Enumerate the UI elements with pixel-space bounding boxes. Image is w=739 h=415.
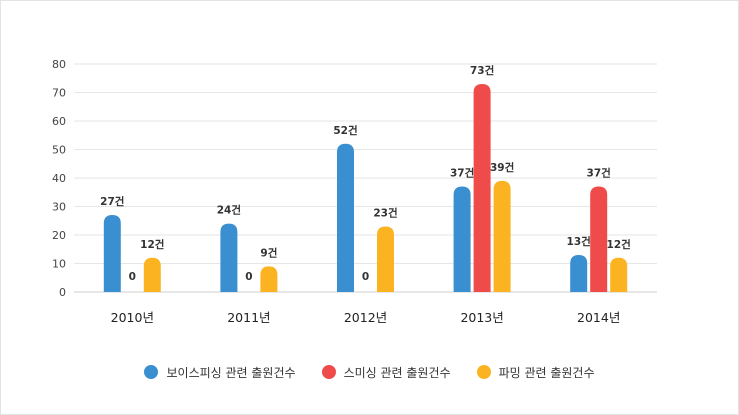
legend-label-pharming: 파밍 관련 출원건수 <box>498 365 595 380</box>
legend: 보이스피싱 관련 출원건수 스미싱 관련 출원건수 파밍 관련 출원건수 <box>0 360 739 384</box>
data-label: 0 <box>245 271 252 283</box>
x-tick-label: 2012년 <box>344 310 387 325</box>
data-label: 73건 <box>470 64 494 77</box>
x-tick-label: 2011년 <box>227 310 270 325</box>
y-tick-label: 40 <box>52 172 66 185</box>
legend-label-voice-phishing: 보이스피싱 관련 출원건수 <box>166 365 296 380</box>
legend-item-voice-phishing: 보이스피싱 관련 출원건수 <box>144 364 296 381</box>
x-tick-label: 2013년 <box>460 310 503 325</box>
data-label: 37건 <box>450 167 474 180</box>
x-tick-label: 2014년 <box>577 310 620 325</box>
data-label: 23건 <box>373 206 397 219</box>
legend-swatch-smishing <box>321 365 336 379</box>
y-tick-label: 10 <box>52 258 66 271</box>
bar <box>143 257 161 292</box>
data-label: 0 <box>362 271 369 283</box>
bar <box>377 226 394 292</box>
x-tick-label: 2010년 <box>111 310 154 325</box>
bar <box>103 215 121 292</box>
bar <box>493 180 511 292</box>
data-label: 39건 <box>490 161 514 174</box>
data-label: 9건 <box>260 246 277 259</box>
data-label: 24건 <box>217 204 241 217</box>
y-tick-label: 30 <box>52 201 66 214</box>
data-label: 12건 <box>140 238 164 251</box>
data-label: 37건 <box>587 167 611 180</box>
data-label: 12건 <box>607 238 631 251</box>
legend-swatch-pharming <box>476 365 491 379</box>
bar <box>337 143 354 292</box>
y-tick-label: 70 <box>52 87 66 100</box>
y-tick-label: 50 <box>52 144 66 157</box>
legend-item-smishing: 스미싱 관련 출원건수 <box>321 364 451 381</box>
bar <box>610 257 628 292</box>
y-tick-label: 20 <box>52 229 66 242</box>
data-label: 0 <box>129 271 136 283</box>
bar <box>220 223 238 292</box>
y-tick-label: 0 <box>59 286 66 299</box>
legend-item-pharming: 파밍 관련 출원건수 <box>476 364 595 381</box>
data-label: 52건 <box>333 124 357 137</box>
bar-chart: 0 10 20 30 40 50 60 70 80 27건 0 12건 2010년 24건 0 9건 2011년… <box>52 58 657 325</box>
bar <box>473 83 491 292</box>
bar <box>260 266 278 292</box>
data-label: 27건 <box>100 195 124 208</box>
bar <box>590 186 608 292</box>
y-tick-label: 60 <box>52 115 66 128</box>
bar <box>453 186 471 292</box>
bar <box>570 254 588 292</box>
y-tick-label: 80 <box>52 58 66 71</box>
data-label: 13건 <box>567 235 591 248</box>
legend-swatch-voice-phishing <box>144 365 159 379</box>
legend-label-smishing: 스미싱 관련 출원건수 <box>343 365 451 380</box>
